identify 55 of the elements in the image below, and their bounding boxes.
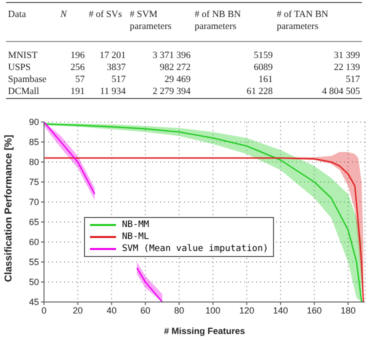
text: 982 272 (160, 63, 191, 73)
y-tick-label: 50 (28, 277, 39, 288)
text: DCMall (8, 87, 40, 97)
x-tick-label: 120 (239, 305, 254, 316)
text: 3 371 396 (152, 51, 191, 61)
text: 22 139 (334, 63, 360, 73)
text: 196 (70, 51, 85, 61)
x-tick-label: 180 (340, 305, 356, 316)
legend-label: NB-ML (122, 232, 150, 242)
y-tick-label: 90 (28, 117, 39, 128)
y-tick-label: 70 (28, 197, 39, 208)
text: 256 (70, 63, 85, 73)
text: # of TAN BN parameters (276, 10, 328, 32)
x-tick-label: 40 (106, 305, 117, 316)
y-axis-title: Classification Performance [%] (4, 134, 15, 282)
y-tick-label: 85 (28, 137, 39, 148)
text: N (60, 10, 67, 20)
x-tick-label: 160 (306, 305, 322, 316)
text: 17 201 (100, 51, 126, 61)
text: # of NB BN parameters (194, 10, 241, 32)
y-tick-label: 65 (28, 217, 39, 228)
text: Spambase (8, 75, 47, 85)
text: 2 279 394 (152, 87, 191, 97)
x-tick-label: 140 (273, 305, 288, 316)
text: 31 399 (334, 51, 360, 61)
text: 191 (70, 87, 85, 97)
y-tick-label: 80 (28, 157, 39, 168)
x-tick-label: 0 (41, 305, 47, 316)
text: 57 (75, 75, 85, 85)
text: 517 (346, 75, 360, 85)
text: 161 (258, 75, 273, 85)
x-tick-label: 80 (174, 305, 184, 316)
text: Data (8, 10, 26, 20)
x-tick-label: 20 (72, 305, 83, 316)
y-tick-label: 75 (28, 177, 39, 188)
text: # SVM parameters (130, 10, 172, 32)
text: USPS (8, 63, 31, 73)
text: 6089 (254, 63, 273, 73)
text: # of SVs (88, 10, 122, 20)
text: 61 228 (246, 87, 273, 97)
text: 3837 (106, 63, 126, 73)
text: 517 (112, 75, 126, 85)
text: 4 804 505 (322, 87, 360, 97)
x-tick-label: 100 (205, 305, 220, 316)
y-tick-label: 55 (28, 257, 39, 268)
x-axis-title: # Missing Features (164, 326, 246, 336)
y-tick-label: 45 (28, 297, 39, 308)
text: 29 469 (164, 75, 191, 85)
text: 11 934 (100, 87, 126, 97)
legend-label: SVM (Mean value imputation) (122, 244, 268, 254)
text: MNIST (8, 51, 38, 61)
y-tick-label: 60 (28, 237, 39, 248)
legend-label: NB-MM (122, 220, 150, 230)
text: 5159 (254, 51, 273, 61)
x-tick-label: 60 (140, 305, 150, 316)
